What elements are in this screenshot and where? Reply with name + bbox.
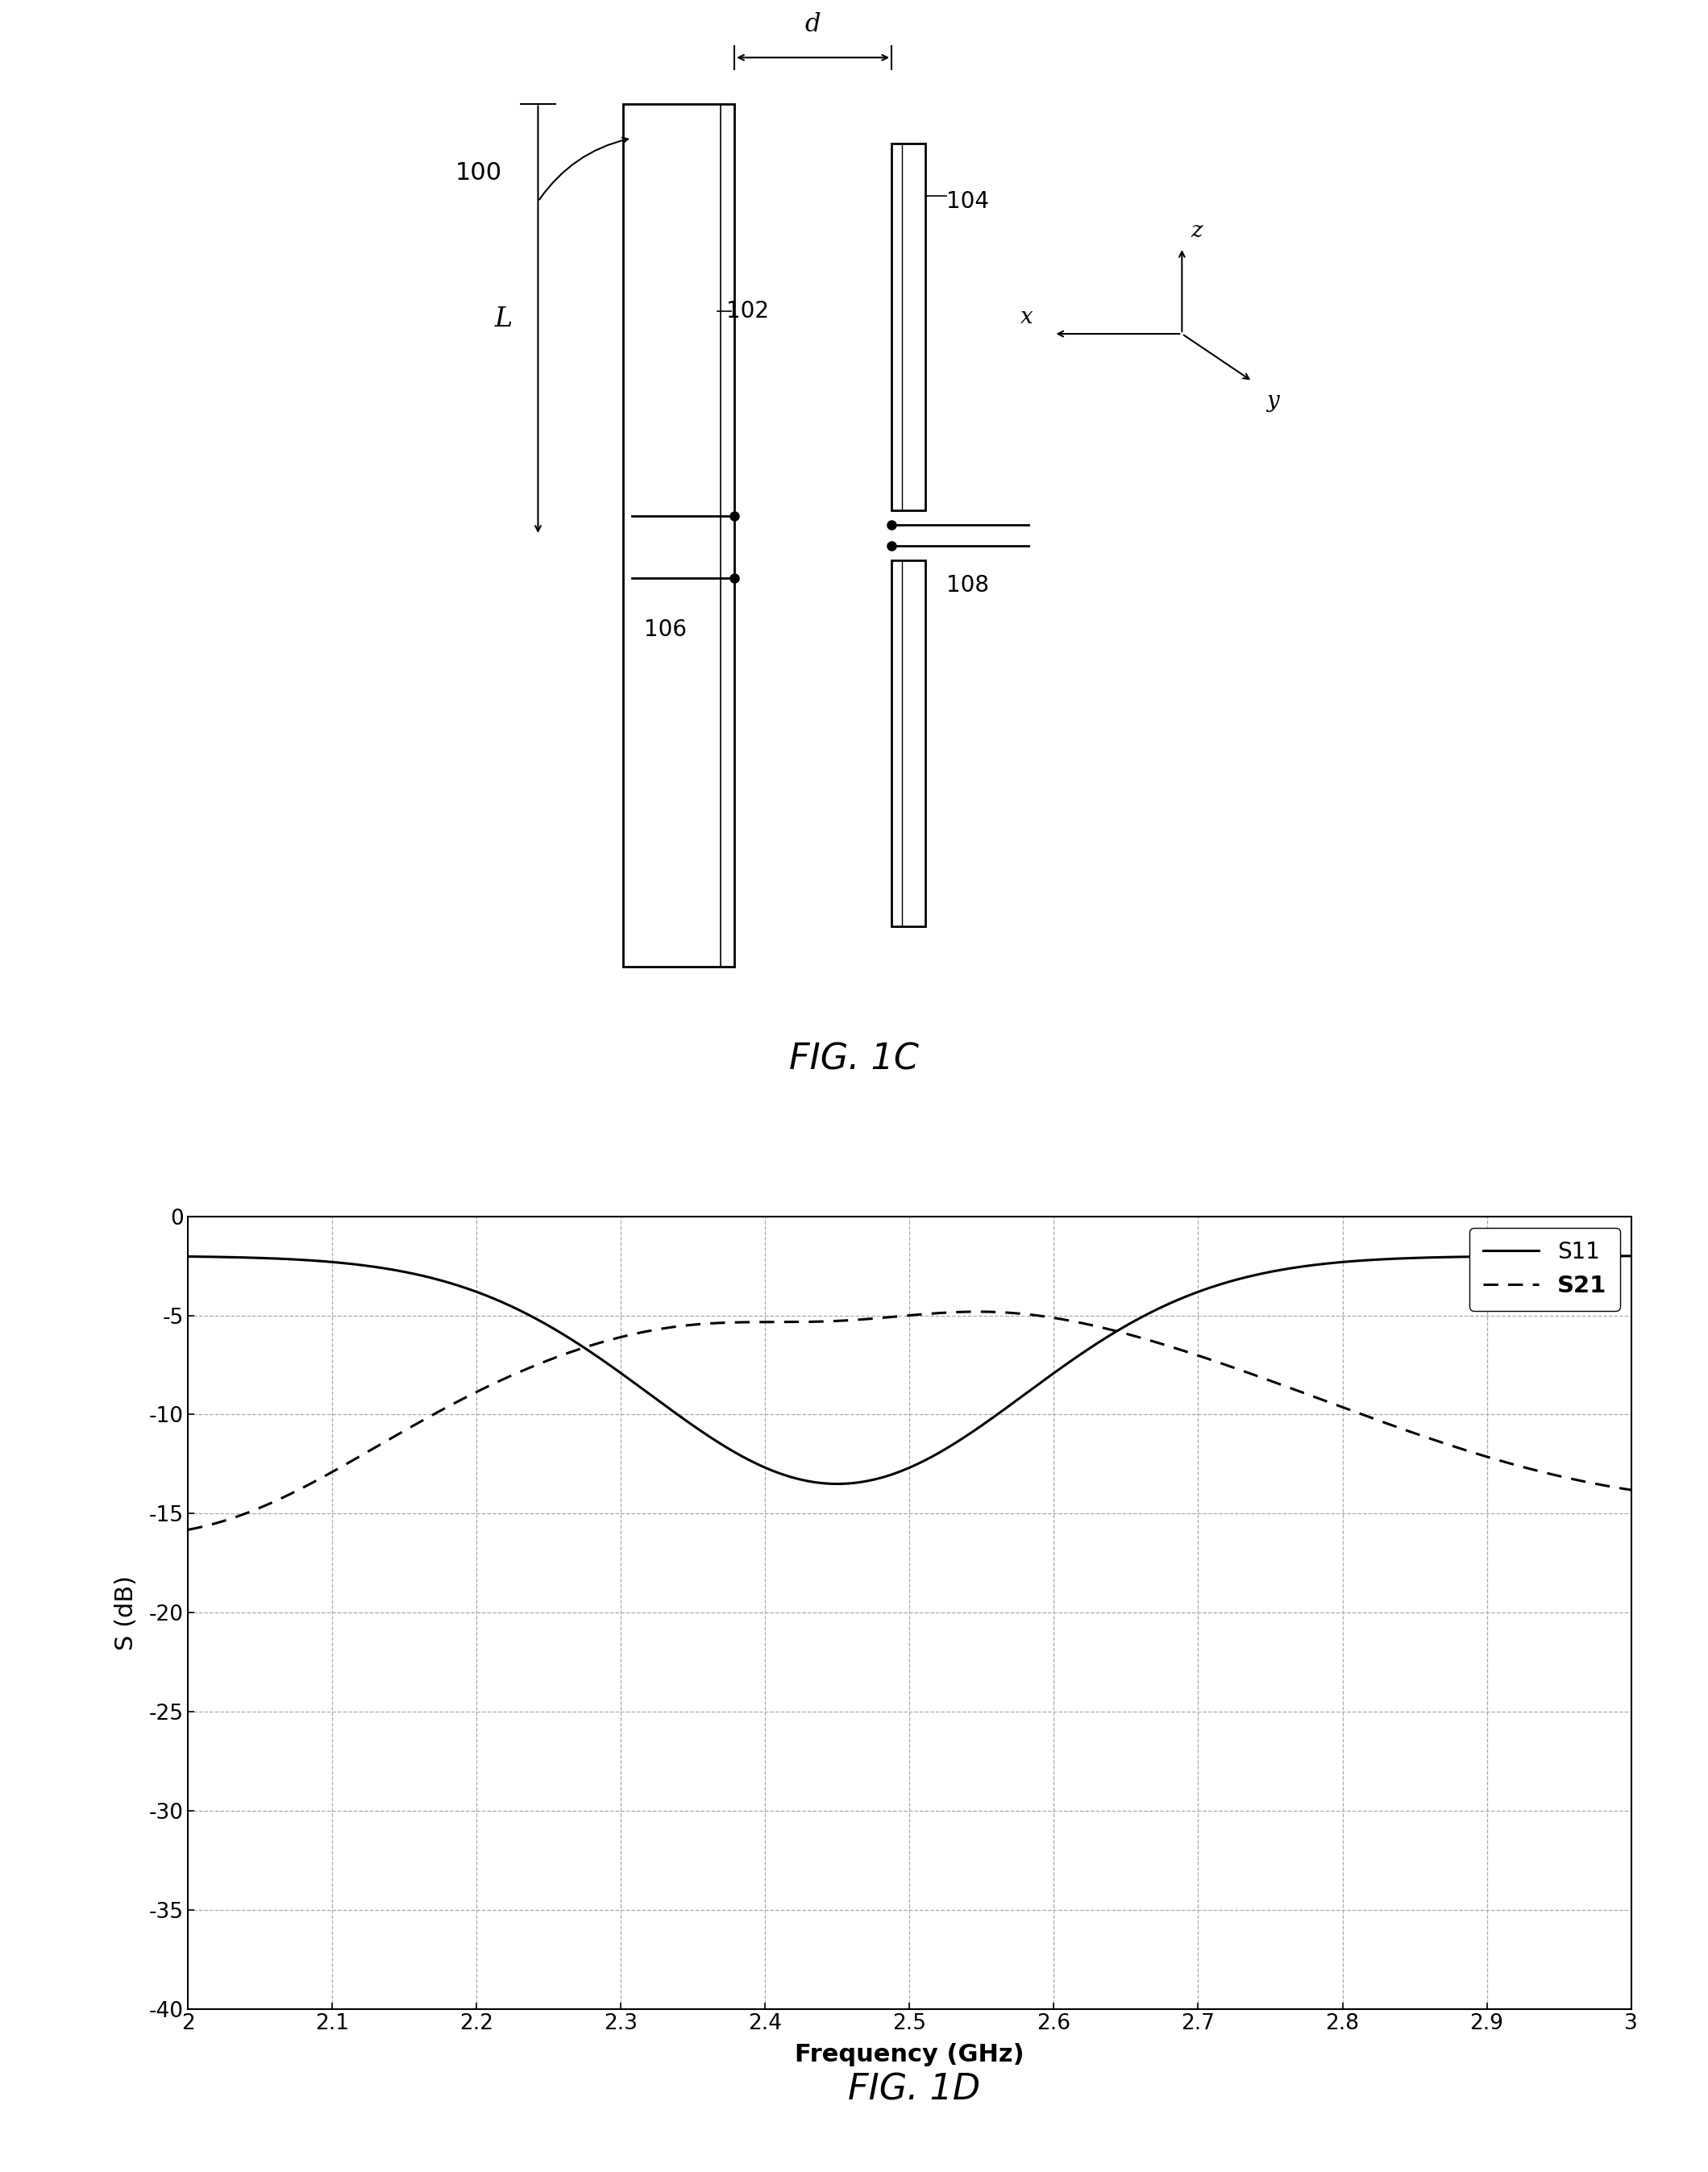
S21 [968,1299,989,1325]
Text: d: d [804,11,822,37]
S21 [325,1457,345,1483]
S21 [1305,1384,1325,1410]
S21 [178,1516,198,1542]
S11 [813,1470,834,1497]
Text: 106: 106 [644,619,687,641]
S11 [325,1249,345,1275]
Text: y: y [1266,391,1279,413]
Text: FIG. 1D: FIG. 1D [847,2072,980,2107]
S11 [1331,1249,1351,1275]
S21 [1621,1477,1641,1503]
S11 [1305,1251,1325,1277]
Text: 100: 100 [454,161,502,185]
Text: L: L [495,306,512,332]
S21 [1331,1394,1351,1420]
Line: S21: S21 [188,1312,1631,1529]
Bar [892,560,926,927]
S11 [1170,1286,1190,1312]
S11 [1621,1242,1641,1268]
Line: S11: S11 [188,1255,1631,1483]
S11 [178,1245,198,1271]
Legend: S11, S21: S11, S21 [1469,1227,1619,1310]
S21 [813,1308,834,1334]
S11 [762,1457,782,1483]
Text: z: z [1190,219,1202,241]
Text: FIG. 1C: FIG. 1C [789,1043,919,1077]
S11 [828,1470,849,1497]
Text: 104: 104 [946,191,989,213]
Text: x: x [1021,306,1033,328]
S21 [1170,1336,1190,1362]
Y-axis label: S (dB): S (dB) [114,1575,138,1651]
Text: 102: 102 [726,300,769,321]
Text: 108: 108 [946,573,989,597]
Bar [892,143,926,510]
X-axis label: Frequency (GHz): Frequency (GHz) [794,2044,1025,2066]
Bar [623,104,734,967]
S21 [762,1310,782,1336]
